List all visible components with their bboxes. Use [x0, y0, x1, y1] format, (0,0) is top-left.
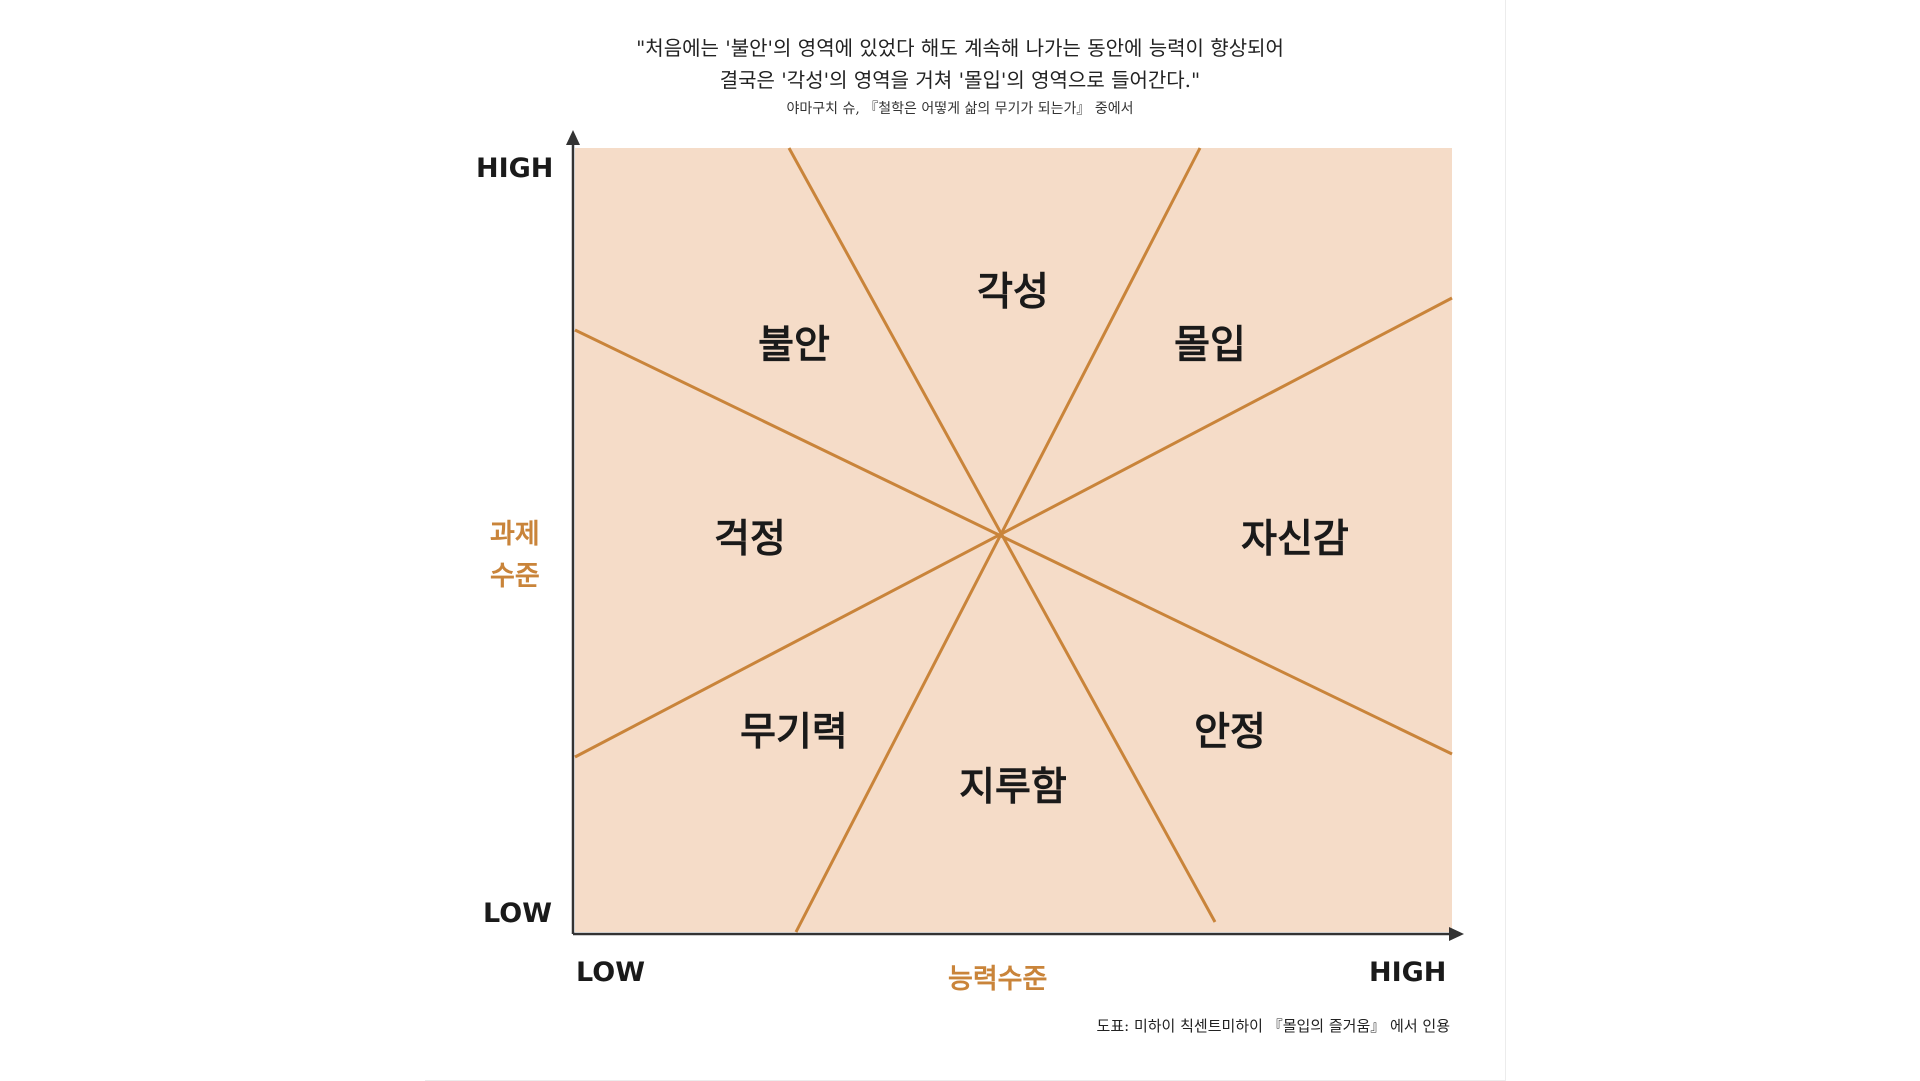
- y-axis-low-label: LOW: [483, 898, 552, 929]
- region-label-apathy: 무기력: [740, 710, 848, 755]
- region-label-anxiety: 불안: [758, 323, 830, 368]
- region-label-control: 자신감: [1241, 517, 1349, 562]
- x-axis-high-label: HIGH: [1369, 957, 1447, 988]
- divider-line-shallow-up: [574, 296, 1453, 759]
- x-axis-arrow-icon: [1449, 927, 1464, 941]
- y-axis-title-line-2: 수준: [490, 561, 540, 592]
- axes: [566, 130, 1464, 941]
- x-axis-title: 능력수준: [948, 964, 1048, 995]
- quote-line-2: 결국은 '각성'의 영역을 거쳐 '몰입'의 영역으로 들어간다.": [719, 68, 1201, 92]
- region-label-flow: 몰입: [1174, 323, 1246, 368]
- y-axis-high-label: HIGH: [476, 153, 554, 184]
- quote-attribution: 야마구치 슈, 『철학은 어떻게 삶의 무기가 되는가』 중에서: [786, 101, 1134, 117]
- source-note: 도표: 미하이 칙센트미하이 『몰입의 즐거움』 에서 인용: [1096, 1017, 1450, 1035]
- region-label-worry: 걱정: [714, 517, 786, 562]
- region-dividers: [574, 147, 1453, 933]
- diagram-panel: [575, 148, 1452, 932]
- divider-line-steep-up: [794, 147, 1202, 933]
- y-axis-arrow-icon: [566, 130, 580, 145]
- region-label-arousal: 각성: [977, 270, 1049, 315]
- quote-line-1: "처음에는 '불안'의 영역에 있었다 해도 계속해 나가는 동안에 능력이 향…: [636, 36, 1284, 60]
- region-label-relaxation: 안정: [1194, 710, 1266, 755]
- x-axis-low-label: LOW: [576, 957, 645, 988]
- region-label-boredom: 지루함: [959, 765, 1067, 810]
- divider-line-shallow-down: [574, 328, 1453, 756]
- y-axis-title-line-1: 과제: [490, 519, 540, 550]
